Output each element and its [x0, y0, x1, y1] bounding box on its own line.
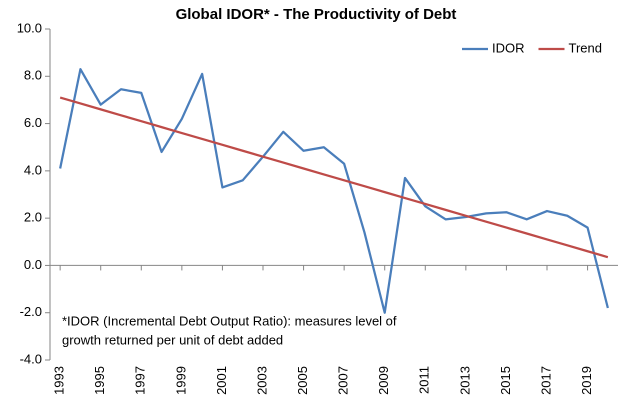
series-line [59, 68, 609, 314]
y-tick-label: 10.0 [17, 20, 42, 35]
y-tick-label: 6.0 [24, 115, 42, 130]
chart-title: Global IDOR* - The Productivity of Debt [176, 6, 457, 23]
legend-label: Trend [569, 40, 602, 55]
x-tick-label: 2003 [254, 366, 269, 395]
x-tick-label: 1993 [52, 366, 67, 395]
y-tick-label: -2.0 [20, 304, 42, 319]
x-tick-label: 2001 [214, 366, 229, 395]
x-tick-label: 2017 [538, 366, 553, 395]
x-tick-label: 1997 [133, 366, 148, 395]
legend-label: IDOR [492, 40, 525, 55]
x-tick-label: 2015 [498, 366, 513, 395]
annotation: *IDOR (Incremental Debt Output Ratio): m… [62, 313, 397, 328]
series-line [59, 96, 609, 259]
x-tick-label: 2005 [295, 366, 310, 395]
x-tick-label: 2013 [457, 366, 472, 395]
annotation: growth returned per unit of debt added [62, 332, 283, 347]
y-tick-label: 4.0 [24, 162, 42, 177]
y-tick-label: 8.0 [24, 68, 42, 83]
x-tick-label: 2019 [579, 366, 594, 395]
x-tick-label: 2011 [417, 366, 432, 394]
x-tick-label: 2009 [376, 366, 391, 395]
x-tick-label: 1995 [92, 366, 107, 395]
y-tick-label: -4.0 [20, 351, 42, 366]
x-tick-label: 1999 [173, 366, 188, 395]
y-tick-label: 2.0 [24, 210, 42, 225]
x-tick-label: 2007 [336, 366, 351, 395]
y-tick-label: 0.0 [24, 257, 42, 272]
